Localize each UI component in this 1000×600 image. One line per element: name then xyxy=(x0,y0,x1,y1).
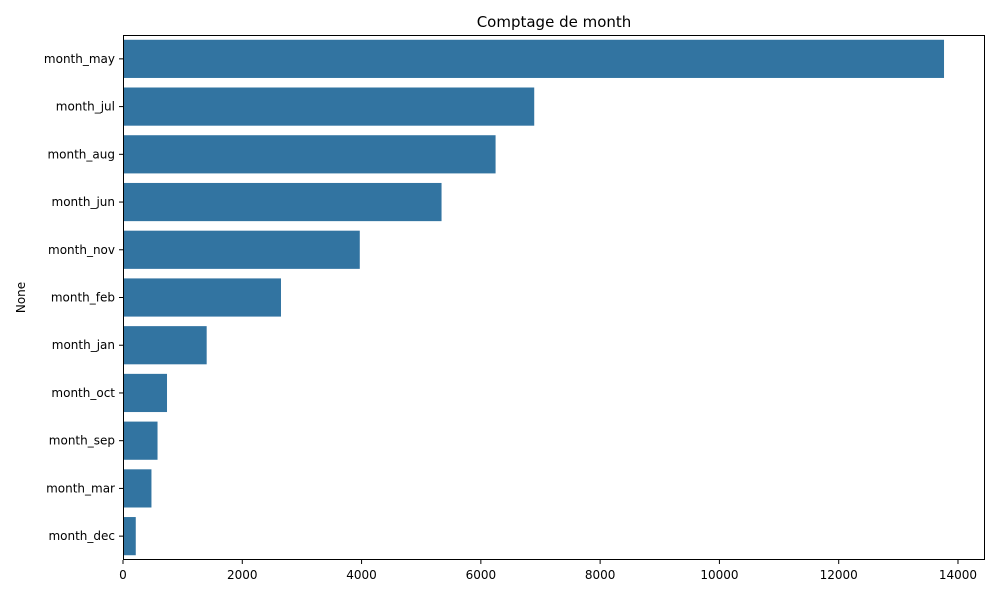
bar-month_jan xyxy=(123,326,207,365)
x-tick-label: 6000 xyxy=(466,568,497,582)
y-tick-label: month_may xyxy=(44,52,115,66)
bar-month_oct xyxy=(123,373,168,413)
x-tick-label: 4000 xyxy=(346,568,377,582)
plot-frame xyxy=(123,35,985,560)
bars-group xyxy=(123,39,945,556)
y-tick-label: month_feb xyxy=(51,291,115,305)
bar-month_jun xyxy=(123,182,442,222)
x-axis-ticks: 0 2000 4000 6000 8000 10000 12000 14000 xyxy=(119,560,977,582)
y-axis-title: None xyxy=(14,282,28,313)
bar-month_jul xyxy=(123,87,535,126)
x-tick-label: 0 xyxy=(119,568,127,582)
bar-month_aug xyxy=(123,135,496,174)
chart-title: Comptage de month xyxy=(477,13,632,31)
x-tick-label: 10000 xyxy=(700,568,738,582)
y-tick-label: month_dec xyxy=(48,529,115,543)
y-tick-label: month_jul xyxy=(56,100,115,114)
y-tick-label: month_jan xyxy=(52,338,115,352)
bar-month_mar xyxy=(123,469,152,508)
bar-month_may xyxy=(123,39,945,78)
bar-month_feb xyxy=(123,278,281,317)
x-tick-label: 2000 xyxy=(227,568,258,582)
bar-month_nov xyxy=(123,230,360,269)
y-tick-label: month_mar xyxy=(46,481,115,495)
bar-month_sep xyxy=(123,421,158,460)
bar-month_dec xyxy=(123,517,136,556)
y-tick-label: month_nov xyxy=(48,243,115,257)
y-tick-label: month_oct xyxy=(51,386,115,400)
x-tick-label: 12000 xyxy=(820,568,858,582)
y-tick-label: month_jun xyxy=(52,195,116,209)
y-axis-ticks: month_may month_jul month_aug month_junmont… xyxy=(44,52,123,543)
x-tick-label: 14000 xyxy=(939,568,977,582)
x-tick-label: 8000 xyxy=(585,568,616,582)
y-tick-label: month_sep xyxy=(49,434,115,448)
y-tick-label: month_aug xyxy=(47,147,115,161)
